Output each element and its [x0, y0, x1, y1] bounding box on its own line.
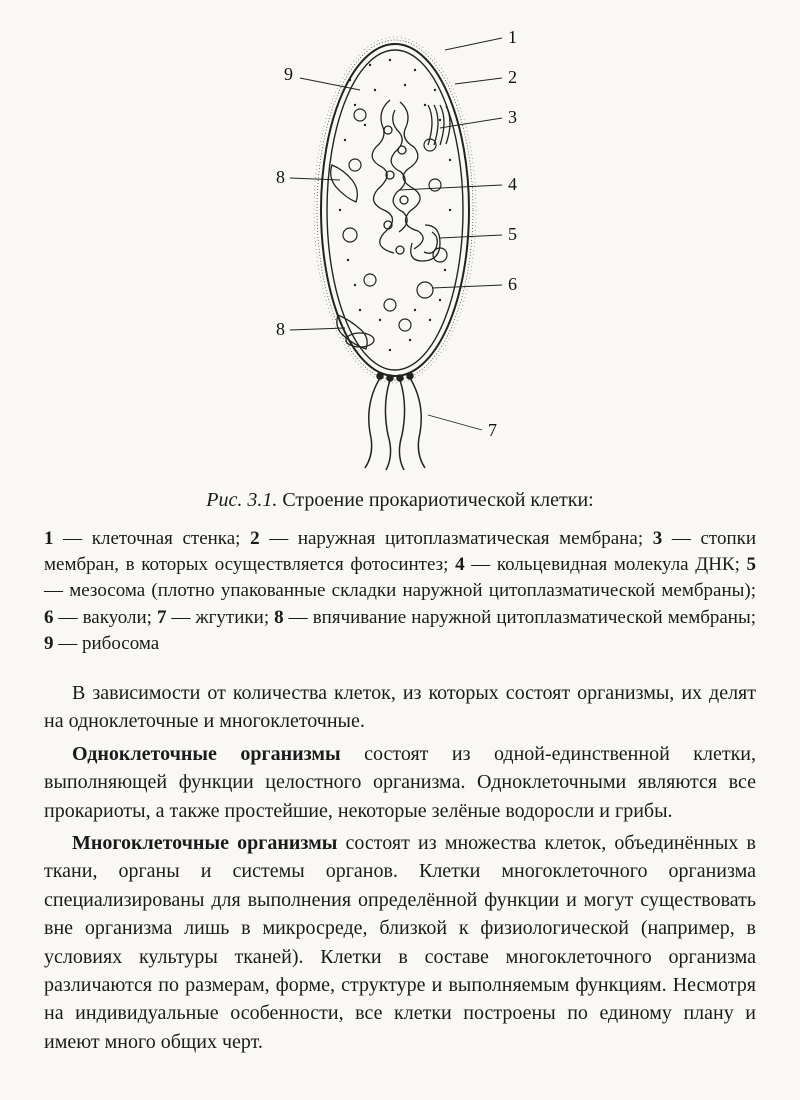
paragraph-3-bold: Многоклеточные организмы [72, 832, 337, 854]
diagram-label-7: 7 [488, 420, 497, 440]
diagram-label-5: 5 [508, 224, 517, 244]
diagram-label-2: 2 [508, 67, 517, 87]
legend-t-8: впячивание наружной цитоплазматической м… [313, 607, 751, 628]
document-page: 1 2 3 4 5 6 7 8 8 9 Рис. 3.1. Строение п… [0, 0, 800, 1100]
legend-n-6: 6 [44, 607, 54, 628]
legend-t-6: вакуоли [83, 607, 147, 628]
diagram-label-1: 1 [508, 27, 517, 47]
legend-t-9: рибосома [82, 633, 159, 654]
paragraph-2: Одноклеточные организмы состоят из одной… [44, 740, 756, 825]
diagram-label-6: 6 [508, 274, 517, 294]
legend-n-2: 2 [250, 528, 260, 549]
legend-n-5: 5 [747, 554, 757, 575]
legend-n-7: 7 [157, 607, 167, 628]
diagram-label-9: 9 [284, 64, 293, 84]
legend-t-1: клеточная стенка [92, 528, 235, 549]
legend-t-5: мезосома (плотно упакованные складки нар… [69, 580, 750, 601]
legend-n-1: 1 [44, 528, 54, 549]
paragraph-2-bold: Одноклеточные организмы [72, 743, 341, 765]
legend-n-9: 9 [44, 633, 54, 654]
legend-n-3: 3 [653, 528, 663, 549]
legend-t-2: наружная цитоплазматическая мембрана [298, 528, 638, 549]
diagram-label-4: 4 [508, 174, 517, 194]
diagram-label-8a: 8 [276, 167, 285, 187]
figure-legend: 1 — клеточная стенка; 2 — наружная цитоп… [44, 526, 756, 657]
diagram-label-8b: 8 [276, 319, 285, 339]
legend-t-4: кольцевидная молекула ДНК [497, 554, 735, 575]
figure-caption-text: Строение прокариотической клетки: [282, 489, 593, 511]
paragraph-3: Многоклеточные организмы состоят из множ… [44, 829, 756, 1056]
diagram-label-3: 3 [508, 107, 517, 127]
paragraph-3-rest: состоят из множества клеток, объединённы… [44, 832, 756, 1053]
paragraph-1-text: В зависимости от количества клеток, из к… [44, 682, 756, 732]
figure-container: 1 2 3 4 5 6 7 8 8 9 [44, 10, 756, 475]
legend-t-7: жгутики [196, 607, 264, 628]
figure-caption-label: Рис. 3.1. [206, 489, 277, 511]
figure-caption: Рис. 3.1. Строение прокариотической клет… [44, 489, 756, 512]
cell-diagram: 1 2 3 4 5 6 7 8 8 9 [240, 10, 560, 470]
paragraph-1: В зависимости от количества клеток, из к… [44, 679, 756, 736]
legend-n-4: 4 [455, 554, 465, 575]
legend-n-8: 8 [274, 607, 284, 628]
